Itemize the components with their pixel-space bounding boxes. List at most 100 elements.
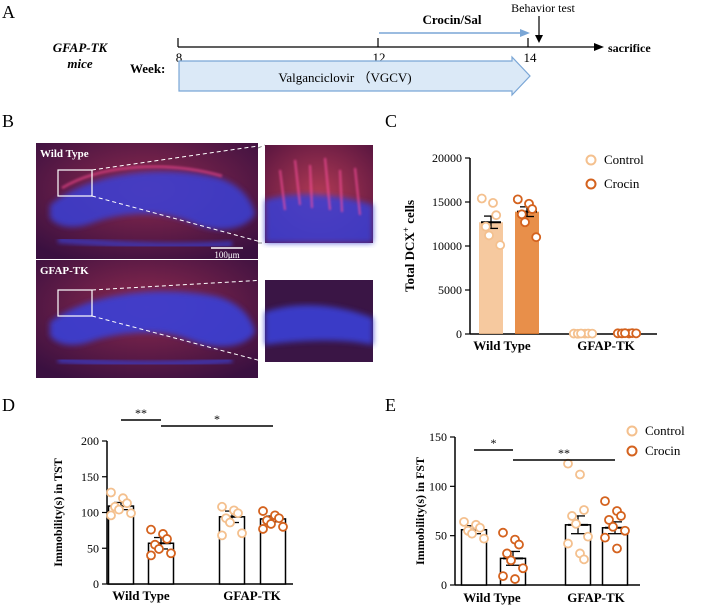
data-point: [258, 524, 268, 534]
y-tick-label: 200: [81, 434, 99, 448]
zoom-connector-bottom-1: [91, 279, 266, 291]
y-tick-label: 150: [429, 430, 447, 444]
zoom-connector-top-2: [91, 195, 266, 244]
y-tick-label: 15000: [432, 195, 462, 209]
y-tick-label: 20000: [432, 151, 462, 165]
micrograph-wild-type: Wild Type 100μm: [36, 143, 258, 260]
category-label: Wild Type: [473, 338, 531, 353]
data-point: [600, 496, 610, 507]
data-point: [217, 501, 227, 512]
data-point: [495, 240, 506, 251]
data-point: [146, 524, 156, 535]
data-point: [579, 505, 589, 515]
legend-marker: [585, 178, 597, 190]
zoom-inset-wild-type: [265, 145, 373, 243]
y-axis-label: Immobility(s) in TST: [51, 458, 65, 566]
legend-marker: [585, 154, 597, 166]
category-label: GFAP-TK: [567, 590, 625, 605]
data-point: [616, 511, 626, 521]
y-tick-label: 50: [435, 529, 447, 543]
zoom-connector-top-1: [91, 144, 266, 171]
y-tick-label: 0: [456, 327, 462, 341]
label-wild-type: Wild Type: [40, 148, 89, 160]
data-point: [217, 530, 227, 541]
data-point: [114, 504, 124, 515]
data-point: [512, 194, 523, 205]
panel-letter-a: A: [2, 2, 15, 22]
y-tick-label: 100: [429, 479, 447, 493]
mouse-label: mice: [67, 56, 92, 71]
data-point: [516, 209, 527, 220]
bar: [515, 211, 539, 334]
data-point: [278, 521, 288, 532]
week-14-label: 14: [524, 50, 538, 65]
category-label: Wild Type: [112, 588, 170, 603]
label-gfap-tk: GFAP-TK: [40, 265, 89, 277]
zoom-connector-bottom-2: [91, 315, 266, 363]
y-tick-label: 150: [81, 470, 99, 484]
bar: [218, 516, 246, 585]
scale-bar-label: 100μm: [214, 250, 239, 260]
data-point: [498, 527, 508, 538]
chart-tst: 0 50 100 150 200 Immobility(s) in TST Wild Typ…: [51, 406, 293, 603]
micrograph-gfap-tk: GFAP-TK: [36, 260, 258, 378]
data-point: [608, 521, 618, 532]
data-point: [502, 548, 512, 559]
data-point: [612, 543, 622, 554]
panel-b: B Wild Type 100μm GFAP-TK: [2, 111, 373, 378]
y-tick-label: 0: [93, 577, 99, 591]
data-point: [620, 525, 630, 536]
zoom-inset-gfap-tk: [265, 280, 373, 362]
data-point: [514, 539, 524, 550]
panel-letter-e: E: [385, 395, 396, 415]
data-point: [527, 204, 538, 214]
behavior-arrowhead: [535, 35, 543, 43]
data-point: [520, 217, 530, 228]
legend-label: Control: [604, 152, 644, 167]
data-point: [106, 487, 116, 498]
significance-label: *: [214, 412, 220, 426]
panel-letter-d: D: [2, 395, 15, 415]
roi-box-wild-type: [57, 169, 93, 197]
significance-label: **: [135, 406, 147, 420]
data-point: [162, 534, 172, 544]
data-point: [531, 232, 542, 243]
y-tick-label: 5000: [438, 283, 462, 297]
data-point: [506, 555, 516, 566]
y-tick-label: 10000: [432, 239, 462, 253]
data-point: [498, 571, 508, 582]
data-point: [563, 458, 573, 469]
data-point: [583, 531, 593, 542]
timeline-arrowhead: [594, 43, 604, 51]
data-point: [467, 528, 477, 539]
crocin-arrowhead: [520, 29, 530, 37]
significance-label: **: [558, 446, 570, 460]
data-point: [484, 230, 494, 241]
legend-marker: [626, 425, 638, 437]
data-point: [579, 554, 589, 565]
data-point: [106, 510, 116, 521]
data-point: [604, 514, 614, 525]
data-point: [587, 328, 598, 339]
week-label: Week:: [130, 61, 165, 76]
mouse-line-label: GFAP-TK: [53, 40, 109, 55]
data-point: [575, 469, 585, 480]
data-point: [126, 508, 136, 519]
data-point: [122, 498, 132, 509]
y-tick-label: 0: [441, 578, 447, 592]
data-point: [563, 538, 573, 549]
category-label: GFAP-TK: [577, 338, 635, 353]
week-8-label: 8: [176, 50, 183, 65]
data-point: [631, 328, 642, 339]
y-axis-label: Total DCX+ cells: [401, 200, 417, 292]
data-point: [154, 544, 164, 554]
data-point: [488, 197, 498, 208]
data-point: [266, 519, 276, 529]
data-point: [237, 528, 247, 539]
data-point: [510, 574, 520, 584]
category-label: Wild Type: [463, 590, 521, 605]
chart-dcx: 0 5000 10000 15000 20000 Total DCX+ cells Wild…: [401, 151, 657, 353]
data-point: [491, 210, 502, 221]
